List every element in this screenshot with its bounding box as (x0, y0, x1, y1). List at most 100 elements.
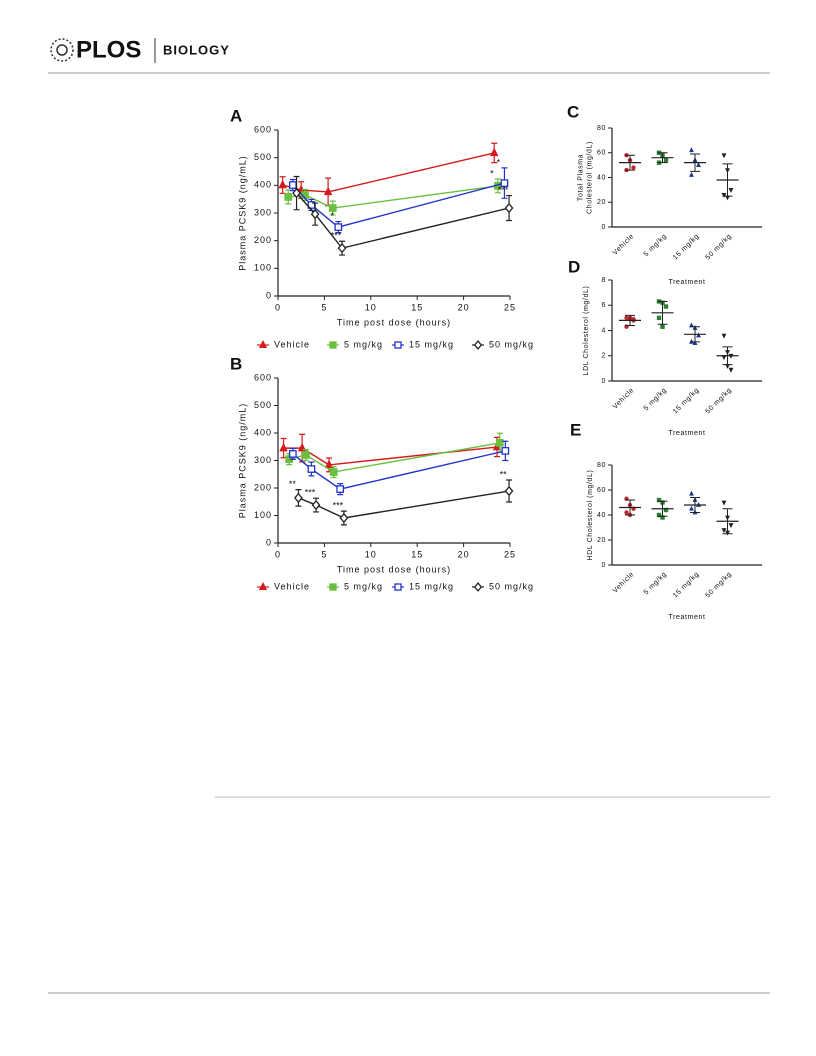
panel-label: A (230, 106, 242, 125)
y-tick-label: 0 (602, 378, 607, 385)
legend-label: 15 mg/kg (409, 581, 454, 591)
sd-bar (690, 153, 700, 172)
marker (278, 179, 287, 189)
y-tick-label: 200 (254, 482, 272, 492)
logo-mark (50, 38, 74, 62)
x-tick-label: 20 (458, 302, 470, 312)
y-tick-label: 40 (597, 512, 606, 519)
marker (728, 523, 734, 529)
panel-label: B (230, 354, 242, 373)
x-tick-label: 10 (365, 302, 377, 312)
x-axis-title: Treatment (668, 279, 705, 286)
marker (504, 485, 514, 497)
x-tick-label: 25 (504, 549, 516, 559)
y-axis-title: Plasma PCSK9 (ng/mL) (237, 403, 247, 519)
marker (656, 315, 662, 321)
y-axis-title: LDL Cholesterol (mg/dL) (583, 286, 590, 376)
sd-bar (625, 499, 635, 516)
marker (307, 465, 316, 473)
x-tick-label: 15 mg/kg (672, 387, 701, 416)
journal-name: BIOLOGY (163, 42, 230, 57)
x-axis-title: Treatment (668, 430, 705, 437)
y-tick-label: 80 (597, 125, 606, 132)
y-tick-label: 60 (597, 487, 606, 494)
y-tick-label: 4 (602, 327, 607, 334)
marker (721, 333, 727, 339)
x-tick-label: Vehicle (612, 571, 636, 595)
x-tick-label: 50 mg/kg (705, 233, 734, 262)
marker (689, 505, 694, 511)
legend-marker (394, 583, 402, 591)
marker (337, 242, 347, 254)
marker (329, 468, 338, 476)
x-tick-label: Vehicle (612, 387, 636, 411)
marker (279, 442, 288, 452)
legend-marker (258, 339, 268, 349)
sd-bar (657, 300, 668, 325)
y-tick-label: 0 (266, 290, 272, 300)
series-line (298, 490, 510, 519)
marker (328, 204, 337, 212)
y-tick-label: 100 (254, 263, 272, 273)
marker (689, 490, 694, 496)
y-tick-label: 200 (254, 235, 272, 245)
x-tick-label: 50 mg/kg (705, 571, 734, 600)
marker (500, 179, 509, 187)
y-axis-title: HDL Cholesterol (mg/dL) (587, 470, 594, 561)
marker (323, 186, 333, 196)
significance-label: *** (333, 500, 344, 510)
legend-marker (258, 581, 268, 591)
series-line (292, 450, 506, 490)
x-tick-label: 15 mg/kg (672, 233, 701, 262)
y-tick-label: 300 (254, 455, 272, 465)
marker (501, 447, 510, 455)
x-tick-label: 15 mg/kg (672, 571, 701, 600)
y-tick-label: 600 (254, 372, 272, 382)
marker (339, 512, 349, 524)
marker (721, 153, 727, 159)
sd-bar (690, 497, 700, 513)
series-line (288, 185, 499, 209)
y-tick-label: 0 (602, 224, 607, 231)
marker (294, 492, 303, 504)
panel-label: C (567, 102, 579, 121)
marker (631, 165, 636, 170)
significance-label: *** (331, 231, 342, 241)
y-tick-label: 100 (254, 510, 272, 520)
significance-label: *** (305, 488, 316, 498)
y-tick-label: 600 (254, 124, 272, 134)
marker (284, 193, 293, 201)
y-axis-title: Total Plasma (577, 154, 584, 201)
significance-label: * (497, 157, 501, 167)
marker (301, 451, 310, 459)
y-tick-label: 8 (602, 277, 607, 284)
marker (656, 497, 662, 503)
y-tick-label: 20 (597, 537, 606, 544)
marker (696, 162, 701, 167)
y-tick-label: 300 (254, 207, 272, 217)
marker (288, 181, 297, 189)
significance-label: * (490, 168, 494, 178)
legend-marker (473, 340, 483, 350)
y-tick-label: 500 (254, 400, 272, 410)
legend-label: Vehicle (274, 339, 310, 349)
y-tick-label: 80 (597, 462, 606, 469)
marker (721, 528, 727, 534)
legend-label: 15 mg/kg (409, 339, 454, 349)
x-axis-title: Treatment (668, 614, 705, 621)
marker (663, 157, 669, 163)
series-line (282, 152, 495, 193)
x-tick-label: 5 (321, 549, 327, 559)
x-tick-label: 10 (365, 549, 377, 559)
marker (336, 485, 345, 493)
legend-label: Vehicle (274, 581, 310, 591)
x-tick-label: 5 mg/kg (643, 387, 669, 413)
marker (660, 324, 665, 329)
y-tick-label: 0 (602, 562, 607, 569)
marker (504, 202, 514, 214)
legend-label: 50 mg/kg (489, 339, 534, 349)
panel-label: E (570, 420, 581, 439)
x-tick-label: 15 (411, 549, 423, 559)
series-line (292, 182, 505, 228)
x-tick-label: 0 (275, 302, 281, 312)
